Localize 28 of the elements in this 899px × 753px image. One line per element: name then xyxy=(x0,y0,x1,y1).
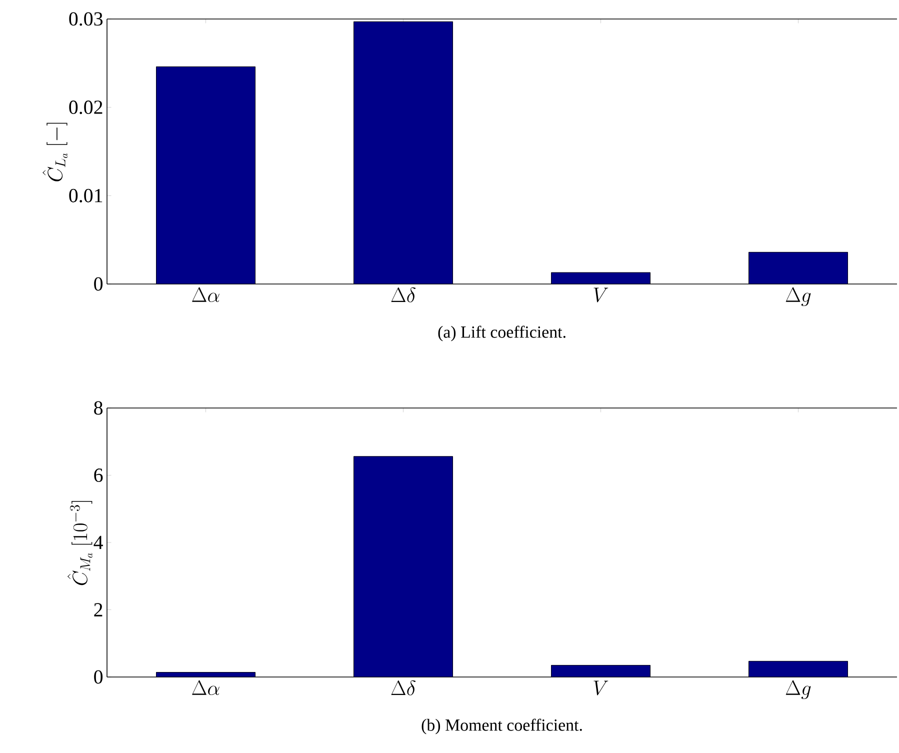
x-tick-label: $V$ xyxy=(594,288,608,302)
x-tick-label: $\Delta g$ xyxy=(786,680,811,700)
y-tick-label: 8 xyxy=(94,401,103,415)
x-tick-label: $\Delta\delta$ xyxy=(391,680,416,696)
bar xyxy=(551,272,650,284)
x-tick-label: $\Delta\alpha$ xyxy=(192,287,220,302)
y-axis-title: $\hat{C}_{L_a}\ [-]$ xyxy=(42,122,68,182)
y-tick-label: 2 xyxy=(94,603,102,616)
x-tick-label: $\Delta\alpha$ xyxy=(192,680,220,696)
y-tick-label: 4 xyxy=(94,536,103,550)
bar xyxy=(354,21,454,284)
y-tick-label: 0.03 xyxy=(69,12,103,26)
y-axis-title: $\hat{C}_{M_a}\ [10^{-3}]$ xyxy=(67,501,92,586)
y-tick-label: 0.01 xyxy=(69,188,102,202)
y-tick-label: 6 xyxy=(94,468,103,482)
bar xyxy=(551,665,650,677)
bar xyxy=(354,456,454,677)
bar xyxy=(156,66,256,284)
x-tick-label: $V$ xyxy=(594,680,608,696)
bar xyxy=(748,660,848,677)
text: (a) Lift coefficient. xyxy=(438,326,566,342)
x-tick-label: $\Delta\delta$ xyxy=(391,287,416,302)
text: (b) Moment coefficient. xyxy=(422,718,582,734)
y-tick-label: 0 xyxy=(94,277,103,291)
bar xyxy=(748,252,848,284)
x-tick-label: $\Delta g$ xyxy=(786,287,811,306)
y-tick-label: 0 xyxy=(94,670,103,684)
y-tick-label: 0.02 xyxy=(69,100,102,114)
